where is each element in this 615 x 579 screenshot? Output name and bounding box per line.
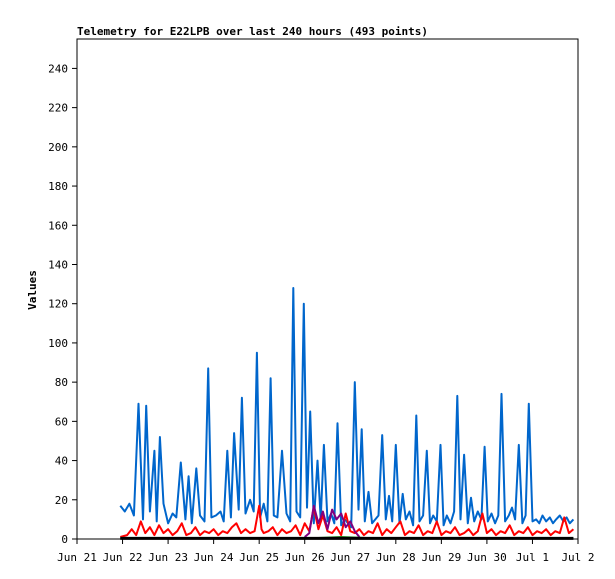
- y-tick-label: 40: [55, 455, 68, 468]
- y-tick-label: 60: [55, 415, 68, 428]
- x-tick-label: Jun 21: [57, 551, 97, 564]
- chart-title: Telemetry for E22LPB over last 240 hours…: [77, 25, 428, 38]
- x-axis: Jun 21 Jun 22 Jun 23 Jun 24 Jun 25 Jun 26 Jun …: [57, 539, 595, 564]
- y-tick-label: 220: [48, 102, 68, 115]
- x-tick-label: Jun 22: [103, 551, 143, 564]
- series-line-2: [120, 504, 575, 538]
- y-axis: 0 20 40 60 80 100 120 140 160 180 200 220 240: [48, 62, 77, 546]
- series-layer: [119, 287, 575, 540]
- y-tick-label: 120: [48, 298, 68, 311]
- x-tick-label: Jun 26: [285, 551, 325, 564]
- x-tick-label: Jul 1: [516, 551, 549, 564]
- y-tick-label: 200: [48, 141, 68, 154]
- y-tick-label: 80: [55, 376, 68, 389]
- series-line-1: [119, 287, 575, 529]
- x-tick-label: Jun 29: [421, 551, 461, 564]
- x-tick-label: Jun 28: [376, 551, 416, 564]
- x-tick-label: Jul 2: [561, 551, 594, 564]
- y-tick-label: 240: [48, 62, 68, 75]
- x-tick-label: Jun 27: [330, 551, 370, 564]
- x-tick-label: Jun 24: [194, 551, 234, 564]
- y-tick-label: 100: [48, 337, 68, 350]
- plot-frame: [76, 38, 579, 540]
- x-tick-label: Jun 30: [467, 551, 507, 564]
- y-tick-label: 20: [55, 494, 68, 507]
- y-axis-label: Values: [26, 270, 39, 310]
- series-line-3: [304, 504, 361, 538]
- y-tick-label: 0: [61, 533, 68, 546]
- x-tick-label: Jun 25: [239, 551, 279, 564]
- y-tick-label: 160: [48, 219, 68, 232]
- x-tick-label: Jun 23: [148, 551, 188, 564]
- y-tick-label: 140: [48, 258, 68, 271]
- y-tick-label: 180: [48, 180, 68, 193]
